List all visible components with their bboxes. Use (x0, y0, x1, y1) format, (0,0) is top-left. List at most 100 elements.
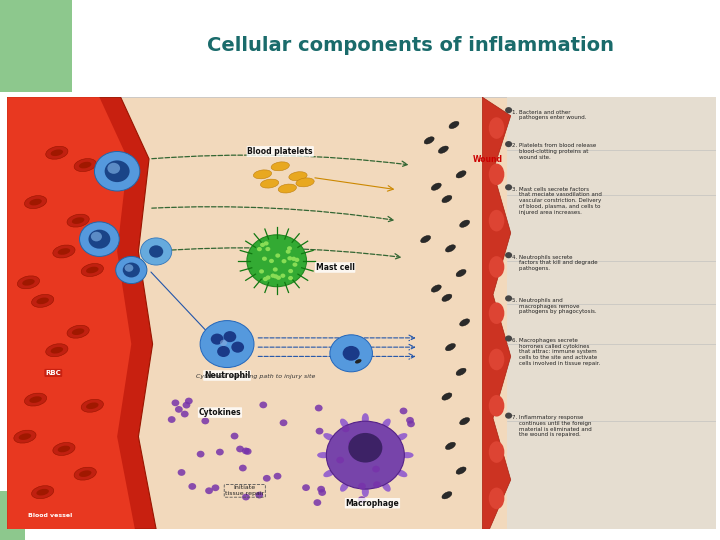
Circle shape (242, 448, 250, 454)
Ellipse shape (32, 294, 54, 307)
Circle shape (247, 235, 307, 287)
Ellipse shape (459, 220, 469, 227)
Circle shape (181, 410, 189, 417)
Circle shape (273, 267, 278, 272)
Circle shape (242, 494, 250, 501)
Polygon shape (7, 97, 135, 529)
Circle shape (358, 496, 366, 503)
Ellipse shape (81, 264, 104, 276)
Circle shape (318, 486, 325, 492)
Text: Wound: Wound (473, 155, 503, 164)
Circle shape (348, 440, 356, 447)
Text: 3. Mast cells secrete factors
    that meciate vasodilation and
    vascular cor: 3. Mast cells secrete factors that mecia… (512, 187, 602, 215)
Ellipse shape (431, 285, 441, 292)
Ellipse shape (30, 199, 42, 205)
Circle shape (256, 492, 264, 498)
Ellipse shape (74, 467, 96, 480)
Ellipse shape (50, 347, 63, 354)
Ellipse shape (449, 122, 459, 129)
Circle shape (348, 433, 382, 463)
Ellipse shape (296, 178, 314, 187)
Circle shape (274, 472, 282, 480)
Ellipse shape (278, 184, 297, 193)
Circle shape (264, 241, 269, 246)
Text: Cellular components of inflammation: Cellular components of inflammation (207, 36, 614, 56)
Circle shape (280, 274, 285, 278)
Circle shape (217, 346, 230, 357)
Ellipse shape (72, 217, 84, 224)
Circle shape (505, 335, 512, 342)
Circle shape (205, 488, 213, 494)
Circle shape (288, 276, 293, 280)
Text: 4. Neutrophils secrete
    factors that kill and degrade
    pathogens.: 4. Neutrophils secrete factors that kill… (512, 254, 598, 271)
Text: 6. Macrophages secrete
    horrones called cytokines
    that attrac: immune sys: 6. Macrophages secrete horrones called c… (512, 338, 600, 366)
Circle shape (279, 420, 287, 426)
Ellipse shape (74, 159, 96, 172)
Text: 7. Inflammatory response
    continues until the foreign
    material is elimina: 7. Inflammatory response continues until… (512, 415, 592, 437)
Circle shape (505, 413, 512, 418)
Circle shape (183, 402, 190, 409)
Circle shape (505, 141, 512, 147)
Ellipse shape (58, 248, 70, 255)
Ellipse shape (289, 172, 307, 181)
Ellipse shape (14, 430, 36, 443)
Circle shape (263, 475, 271, 482)
Ellipse shape (50, 150, 63, 156)
Ellipse shape (46, 146, 68, 159)
Circle shape (212, 484, 220, 491)
Circle shape (175, 406, 183, 413)
FancyBboxPatch shape (7, 97, 716, 529)
Ellipse shape (355, 359, 361, 363)
Circle shape (89, 230, 110, 248)
Text: Mast cell: Mast cell (315, 263, 354, 272)
Circle shape (343, 346, 360, 361)
Ellipse shape (79, 162, 91, 168)
Ellipse shape (438, 146, 449, 153)
Circle shape (104, 160, 130, 182)
Circle shape (116, 256, 147, 284)
Circle shape (336, 457, 344, 463)
Circle shape (271, 274, 276, 278)
Circle shape (407, 421, 415, 427)
Circle shape (275, 253, 280, 258)
Ellipse shape (396, 433, 408, 441)
Ellipse shape (72, 328, 84, 335)
Ellipse shape (401, 452, 413, 458)
Circle shape (326, 421, 405, 489)
Ellipse shape (442, 393, 452, 400)
Circle shape (286, 249, 291, 254)
Ellipse shape (456, 171, 466, 178)
Ellipse shape (420, 235, 431, 243)
Ellipse shape (446, 442, 456, 449)
Circle shape (291, 256, 296, 261)
Ellipse shape (37, 298, 49, 304)
Text: Cytokines signaling path to injury site: Cytokines signaling path to injury site (196, 374, 315, 379)
Circle shape (406, 417, 414, 424)
FancyBboxPatch shape (72, 0, 720, 97)
Circle shape (185, 397, 193, 404)
Circle shape (400, 408, 408, 414)
Ellipse shape (459, 319, 469, 326)
Ellipse shape (17, 276, 40, 289)
Circle shape (266, 247, 270, 251)
Ellipse shape (53, 245, 75, 258)
Ellipse shape (489, 441, 504, 463)
Ellipse shape (58, 446, 70, 453)
Ellipse shape (323, 469, 335, 477)
Ellipse shape (489, 256, 504, 278)
Ellipse shape (396, 469, 408, 477)
Ellipse shape (459, 417, 469, 425)
Ellipse shape (442, 294, 452, 301)
Circle shape (302, 484, 310, 491)
Circle shape (220, 340, 227, 346)
Circle shape (259, 269, 264, 274)
Ellipse shape (442, 491, 452, 499)
Circle shape (178, 469, 186, 476)
Ellipse shape (340, 418, 349, 429)
Ellipse shape (446, 245, 456, 252)
Circle shape (288, 269, 293, 273)
Ellipse shape (489, 164, 504, 185)
Circle shape (244, 448, 251, 455)
Ellipse shape (489, 302, 504, 324)
Ellipse shape (46, 344, 68, 357)
